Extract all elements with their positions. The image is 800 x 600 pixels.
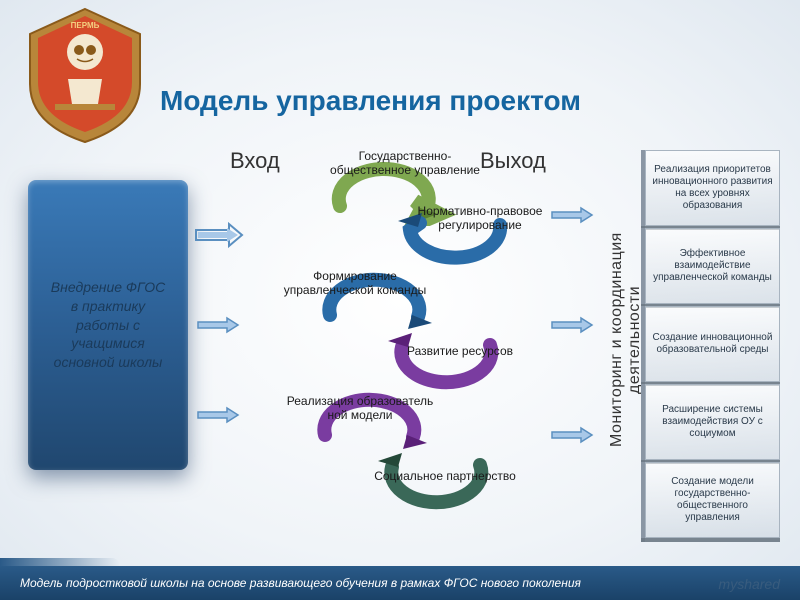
page-title: Модель управления проектом xyxy=(160,85,581,117)
arrow-out-1 xyxy=(548,200,598,230)
stack-item: Создание инновационной образовательной с… xyxy=(645,306,780,382)
spiral-label-5: Реализация образователь ной модели xyxy=(285,395,435,423)
watermark: myshared xyxy=(719,576,780,592)
stack-item: Эффективное взаимодействие управленческо… xyxy=(645,228,780,304)
stack-item: Расширение системы взаимодействия ОУ с с… xyxy=(645,384,780,460)
stack-item: Создание модели государственно-обществен… xyxy=(645,462,780,538)
footer-text: Модель подростковой школы на основе разв… xyxy=(20,576,581,590)
arrow-in-3 xyxy=(194,400,244,430)
arrow-out-3 xyxy=(548,420,598,450)
svg-text:ПЕРМЬ: ПЕРМЬ xyxy=(71,21,100,30)
arrow-in-2 xyxy=(194,310,244,340)
spiral-label-3: Формирование управленческой команды xyxy=(280,270,430,298)
output-stack: Реализация приоритетов инновационного ра… xyxy=(645,150,780,540)
arrow-in-1 xyxy=(194,220,244,250)
spiral-label-2: Нормативно-правовое регулирование xyxy=(405,205,555,233)
spiral-diagram: Государственно-общественное управление Н… xyxy=(290,150,550,510)
spiral-label-4: Развитие ресурсов xyxy=(385,345,535,359)
stack-item: Реализация приоритетов инновационного ра… xyxy=(645,150,780,226)
arrow-out-2 xyxy=(548,310,598,340)
school-logo: ПЕРМЬ xyxy=(20,4,150,144)
vertical-label: Мониторинг и координация деятельности xyxy=(608,210,644,470)
spiral-label-1: Государственно-общественное управление xyxy=(330,150,480,178)
label-input: Вход xyxy=(230,148,280,174)
spiral-label-6: Социальное партнерство xyxy=(370,470,520,484)
input-block: Внедрение ФГОС в практику работы с учащи… xyxy=(28,180,188,470)
footer-bar: Модель подростковой школы на основе разв… xyxy=(0,566,800,600)
input-block-text: Внедрение ФГОС в практику работы с учащи… xyxy=(46,278,170,372)
